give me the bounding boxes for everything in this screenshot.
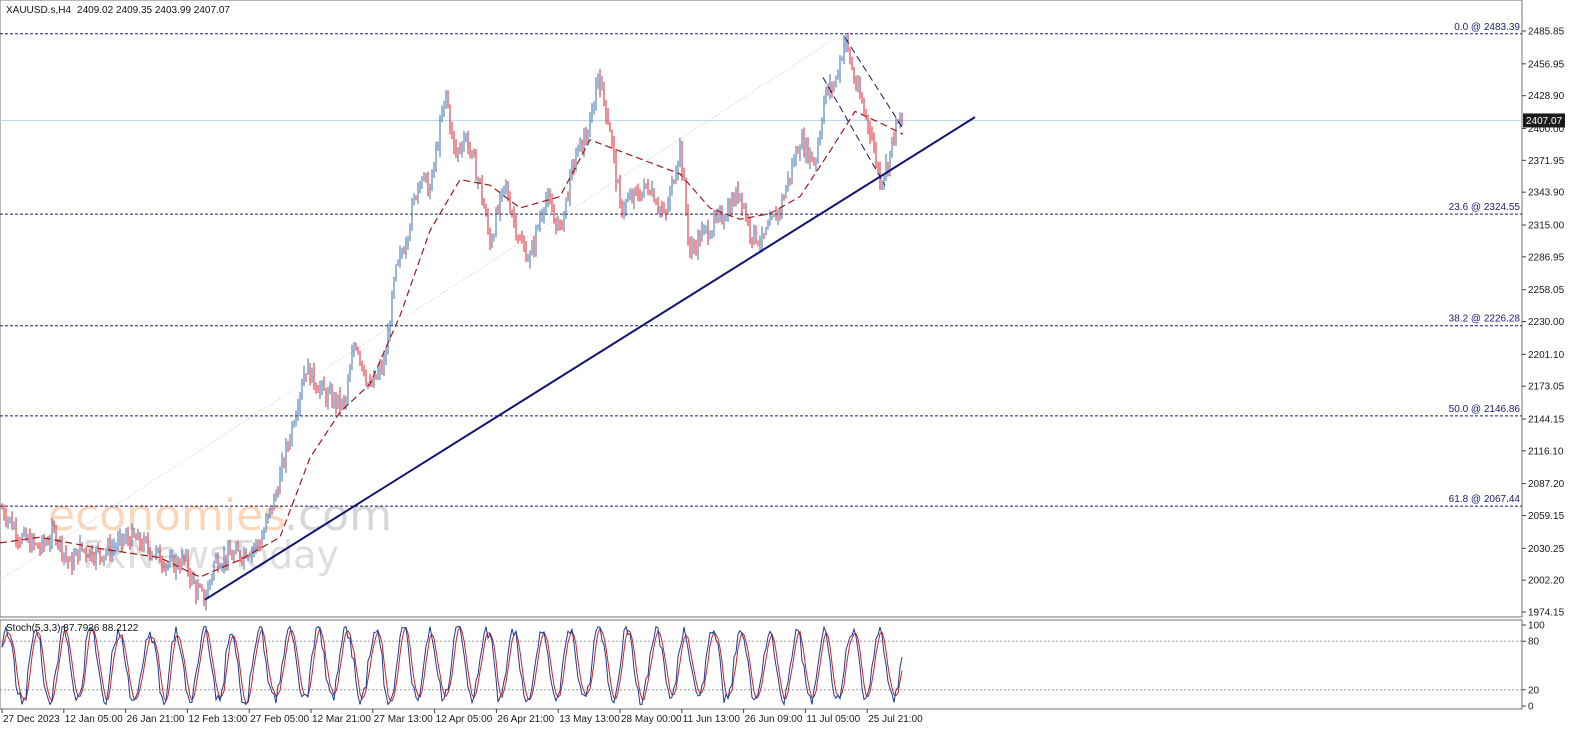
y-tick-label: 1974.15: [1528, 608, 1565, 619]
y-tick-label: 2230.00: [1528, 317, 1565, 328]
support-trendline: [204, 116, 976, 601]
y-tick-label: 2371.95: [1528, 156, 1565, 167]
x-tick-label: 12 Mar 21:00: [312, 714, 371, 725]
moving-average-line: [0, 110, 904, 578]
y-tick-label: 2258.05: [1528, 285, 1565, 296]
x-tick-label: 13 May 13:00: [559, 714, 620, 725]
price-layer: [1, 32, 903, 611]
x-tick-label: 27 Mar 13:00: [374, 714, 433, 725]
x-tick-label: 27 Feb 05:00: [250, 714, 309, 725]
x-tick-label: 28 May 00:00: [621, 714, 682, 725]
y-tick-label: 2315.00: [1528, 220, 1565, 231]
y-tick-label: 2286.95: [1528, 252, 1565, 263]
y-tick-label: 2400.00: [1528, 124, 1565, 135]
overlay-layer: [0, 37, 976, 601]
main-pane: [0, 0, 1523, 618]
y-tick-label: 2456.95: [1528, 59, 1565, 70]
ohlc-label: 2409.02 2409.35 2403.99 2407.07: [77, 5, 230, 16]
x-tick-label: 11 Jul 05:00: [806, 714, 860, 725]
fib-label: 38.2 @ 2226.28: [1449, 314, 1521, 325]
x-tick-label: 12 Feb 13:00: [188, 714, 247, 725]
watermark-main: economies: [48, 490, 286, 541]
y-tick-label: 2059.15: [1528, 511, 1565, 522]
x-tick-label: 26 Jan 21:00: [127, 714, 185, 725]
x-tick-label: 27 Dec 2023: [3, 714, 60, 725]
stoch-title: Stoch(5,3,3) 87.7926 88.2122: [6, 623, 139, 634]
x-tick-label: 26 Jun 09:00: [745, 714, 803, 725]
x-tick-label: 11 Jun 13:00: [683, 714, 741, 725]
y-tick-label: 2002.20: [1528, 576, 1565, 587]
stoch-layer: [0, 625, 1522, 707]
current-price-label: 2407.07: [1526, 116, 1563, 127]
channel-upper-line: [844, 37, 904, 129]
current-price-box: [1523, 113, 1565, 128]
y-tick-label: 2144.15: [1528, 414, 1565, 425]
symbol-label: XAUUSD.s,H4: [6, 5, 71, 16]
fib-label: 0.0 @ 2483.39: [1454, 22, 1520, 33]
stoch-signal-line: [1, 625, 903, 704]
grid-layer: 0.0 @ 2483.39 23.6 @ 2324.55 38.2 @ 2226.2…: [0, 22, 1522, 581]
y-tick-label: 2343.90: [1528, 188, 1565, 199]
x-tick-label: 12 Apr 05:00: [436, 714, 493, 725]
y-tick-label: 2116.10: [1528, 446, 1564, 457]
stoch-pane: [0, 619, 1523, 710]
x-tick-label: 26 Apr 21:00: [497, 714, 554, 725]
watermark-sub: FxNewsToday: [82, 533, 339, 577]
stoch-y-tick-label: 100: [1528, 621, 1545, 632]
chart-title: XAUUSD.s,H4 2409.02 2409.35 2403.99 2407.…: [6, 5, 230, 16]
y-tick-label: 2201.10: [1528, 350, 1565, 361]
fib-label: 61.8 @ 2067.44: [1449, 494, 1521, 505]
stoch-y-tick-label: 80: [1528, 637, 1540, 648]
fib-label: 23.6 @ 2324.55: [1449, 202, 1521, 213]
watermark: economies .com FxNewsToday: [48, 490, 392, 577]
x-tick-label: 12 Jan 05:00: [65, 714, 123, 725]
y-tick-label: 2173.05: [1528, 382, 1565, 393]
axes-layer: 2485.85 2456.95 2428.90 2400.00 2371.95 2343.…: [1, 27, 1565, 725]
x-tick-label: 25 Jul 21:00: [868, 714, 923, 725]
y-tick-label: 2428.90: [1528, 91, 1565, 102]
stoch-main-line: [1, 625, 903, 707]
y-tick-label: 2485.85: [1528, 27, 1565, 38]
stoch-y-tick-label: 20: [1528, 685, 1540, 696]
channel-lower-line: [822, 77, 886, 186]
y-tick-label: 2087.20: [1528, 479, 1565, 490]
y-tick-label: 2030.25: [1528, 544, 1565, 555]
stoch-y-tick-label: 0: [1528, 702, 1534, 713]
fib-label: 50.0 @ 2146.86: [1449, 404, 1521, 415]
